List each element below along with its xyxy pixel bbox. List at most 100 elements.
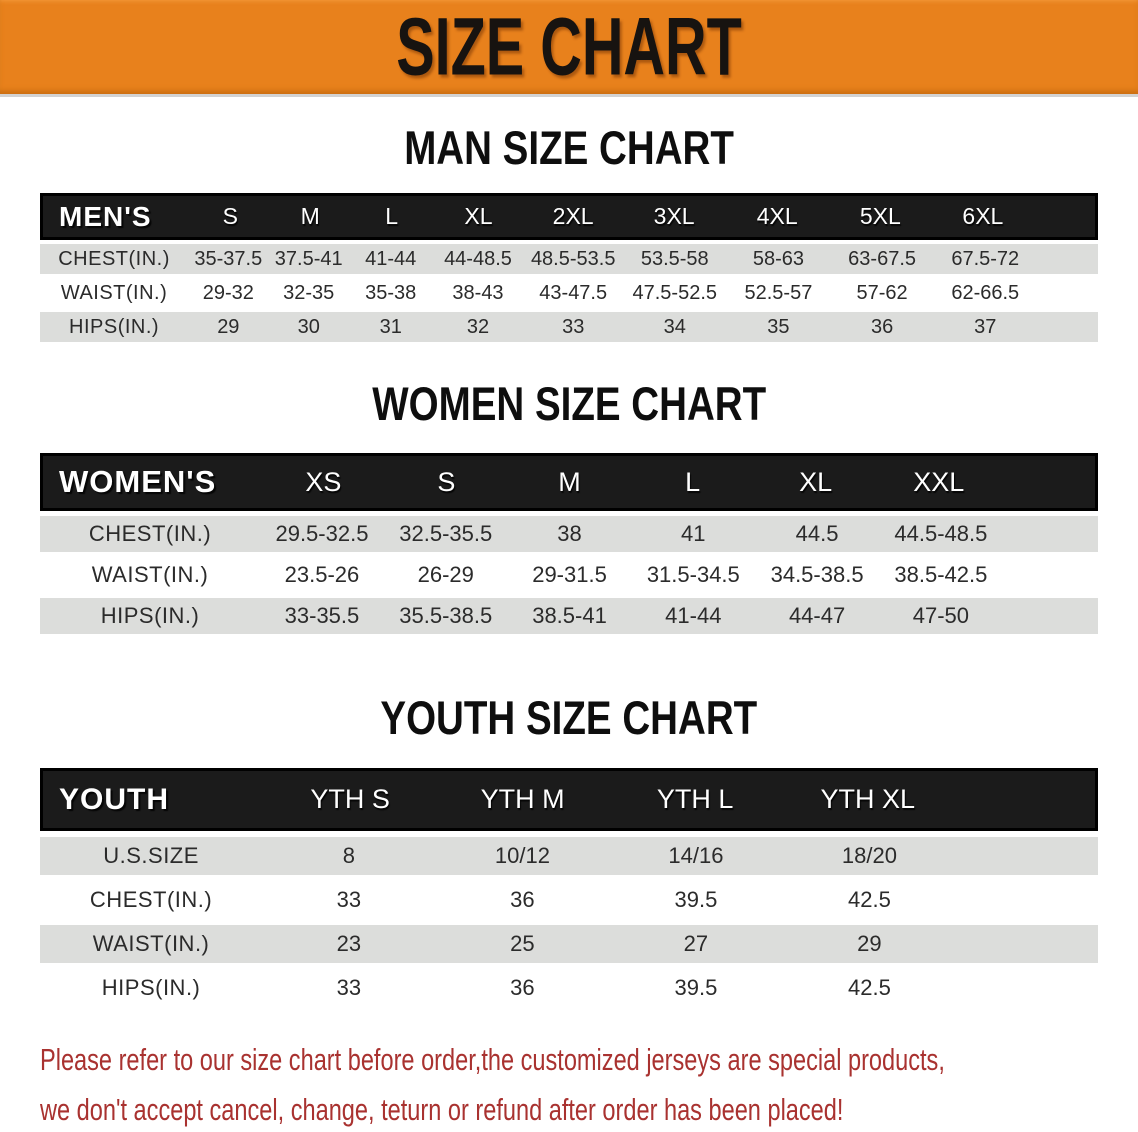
row-label: HIPS(IN.) <box>69 315 160 338</box>
table-row: WAIST(IN.) 23.5-26 26-29 29-31.5 31.5-34.5 34… <box>40 557 1098 593</box>
row-label: WAIST(IN.) <box>60 281 168 304</box>
size-column-header: S <box>222 203 238 229</box>
size-column-header: YTH L <box>656 784 734 814</box>
size-value: 53.5-58 <box>640 247 709 270</box>
size-value: 44-48.5 <box>444 247 512 270</box>
table-row: CHEST(IN.) 35-37.5 37.5-41 41-44 44-48.5 48.5… <box>40 244 1098 274</box>
table-header-row: WOMEN'S XS S M L XL XXL <box>40 453 1098 511</box>
size-value: 14/16 <box>668 843 724 868</box>
size-value: 35 <box>767 315 790 338</box>
size-value: 41-44 <box>665 603 722 628</box>
youth-size-table: YOUTH YTH S YTH M YTH L YTH XL U.S.SIZE 8 10/12… <box>40 768 1098 1007</box>
size-value: 33 <box>336 887 362 912</box>
size-value: 41 <box>681 521 706 546</box>
size-column-header: M <box>558 466 581 497</box>
table-row: HIPS(IN.) 33 36 39.5 42.5 <box>40 969 1098 1007</box>
size-value: 52.5-57 <box>744 281 813 304</box>
size-column-header: 5XL <box>859 203 901 229</box>
table-corner-label: YOUTH <box>59 782 169 816</box>
row-label: CHEST(IN.) <box>58 247 170 270</box>
size-value: 35-38 <box>365 281 417 304</box>
size-value: 39.5 <box>674 887 718 912</box>
size-value: 37 <box>974 315 997 338</box>
size-value: 31 <box>379 315 402 338</box>
table-row: CHEST(IN.) 29.5-32.5 32.5-35.5 38 41 44.5 44.5… <box>40 516 1098 552</box>
size-column-header: 2XL <box>552 203 594 229</box>
size-value: 44.5 <box>795 521 839 546</box>
size-value: 36 <box>510 887 535 912</box>
size-value: 33-35.5 <box>284 603 360 628</box>
size-chart-banner: SIZE CHART <box>0 0 1138 97</box>
size-value: 63-67.5 <box>848 247 917 270</box>
table-row: U.S.SIZE 8 10/12 14/16 18/20 <box>40 837 1098 875</box>
women-size-table: WOMEN'S XS S M L XL XXL CHEST(IN.) 29.5-32.5 32.5… <box>40 453 1098 634</box>
size-column-header: YTH M <box>480 784 565 814</box>
size-value: 33 <box>336 975 362 1000</box>
size-value: 39.5 <box>674 975 718 1000</box>
women-section-heading-text: WOMEN SIZE CHART <box>372 377 766 430</box>
disclaimer-line-2: we don't accept cancel, change, teturn o… <box>40 1092 844 1127</box>
size-column-header: YTH S <box>310 784 390 814</box>
table-header-row: YOUTH YTH S YTH M YTH L YTH XL <box>40 768 1098 831</box>
table-header-row: MEN'S S M L XL 2XL 3XL 4XL 5XL 6XL <box>40 193 1098 240</box>
size-value: 29 <box>857 931 882 956</box>
row-label: CHEST(IN.) <box>89 887 213 912</box>
size-value: 32 <box>466 315 490 338</box>
size-column-header: 6XL <box>962 203 1004 229</box>
size-value: 10/12 <box>494 843 550 868</box>
size-value: 62-66.5 <box>951 281 1020 304</box>
size-value: 41-44 <box>365 247 417 270</box>
size-value: 30 <box>297 315 320 338</box>
size-value: 57-62 <box>856 281 908 304</box>
size-value: 38.5-41 <box>532 603 607 628</box>
row-label: HIPS(IN.) <box>101 975 201 1000</box>
size-value: 34.5-38.5 <box>770 562 864 587</box>
size-column-header: M <box>300 203 320 229</box>
size-column-header: 3XL <box>653 203 695 229</box>
size-value: 35-37.5 <box>194 247 263 270</box>
row-label: WAIST(IN.) <box>92 931 210 956</box>
size-value: 29 <box>217 315 240 338</box>
size-value: 36 <box>870 315 894 338</box>
row-label: HIPS(IN.) <box>100 603 200 628</box>
size-value: 29-31.5 <box>532 562 607 587</box>
size-value: 23.5-26 <box>284 562 360 587</box>
size-value: 58-63 <box>752 247 804 270</box>
women-section-heading: WOMEN SIZE CHART <box>0 379 1138 429</box>
size-value: 29-32 <box>202 281 254 304</box>
table-row: CHEST(IN.) 33 36 39.5 42.5 <box>40 881 1098 919</box>
size-value: 67.5-72 <box>951 247 1020 270</box>
size-value: 42.5 <box>848 887 891 912</box>
size-value: 32.5-35.5 <box>399 521 493 546</box>
size-value: 34 <box>663 315 686 338</box>
size-value: 38 <box>557 521 582 546</box>
size-value: 32-35 <box>283 281 335 304</box>
table-corner-label: WOMEN'S <box>59 464 217 499</box>
size-value: 18/20 <box>841 843 897 868</box>
youth-section-heading: YOUTH SIZE CHART <box>0 693 1138 743</box>
size-value: 44.5-48.5 <box>894 521 988 546</box>
size-column-header: L <box>385 203 399 229</box>
size-value: 31.5-34.5 <box>646 562 740 587</box>
page-title: SIZE CHART <box>396 1 742 92</box>
disclaimer-line-1: Please refer to our size chart before or… <box>40 1042 945 1077</box>
disclaimer-note: Please refer to our size chart before or… <box>40 1035 1098 1132</box>
size-value: 25 <box>510 931 535 956</box>
size-column-header: YTH XL <box>820 784 915 814</box>
size-value: 37.5-41 <box>274 247 343 270</box>
size-value: 48.5-53.5 <box>530 247 616 270</box>
table-corner-label: MEN'S <box>59 200 152 232</box>
size-column-header: 4XL <box>756 203 798 229</box>
size-value: 44-47 <box>788 603 846 628</box>
youth-section-heading-text: YOUTH SIZE CHART <box>380 691 758 744</box>
size-column-header: XL <box>464 203 493 229</box>
size-value: 33 <box>562 315 585 338</box>
size-value: 26-29 <box>417 562 474 587</box>
size-column-header: XL <box>799 466 833 497</box>
size-value: 38.5-42.5 <box>894 562 988 587</box>
row-label: CHEST(IN.) <box>88 521 212 546</box>
size-value: 47-50 <box>912 603 969 628</box>
men-size-table: MEN'S S M L XL 2XL 3XL 4XL 5XL 6XL CHEST(IN.) 35-37… <box>40 193 1098 342</box>
size-value: 43-47.5 <box>539 281 608 304</box>
row-label: WAIST(IN.) <box>91 562 209 587</box>
